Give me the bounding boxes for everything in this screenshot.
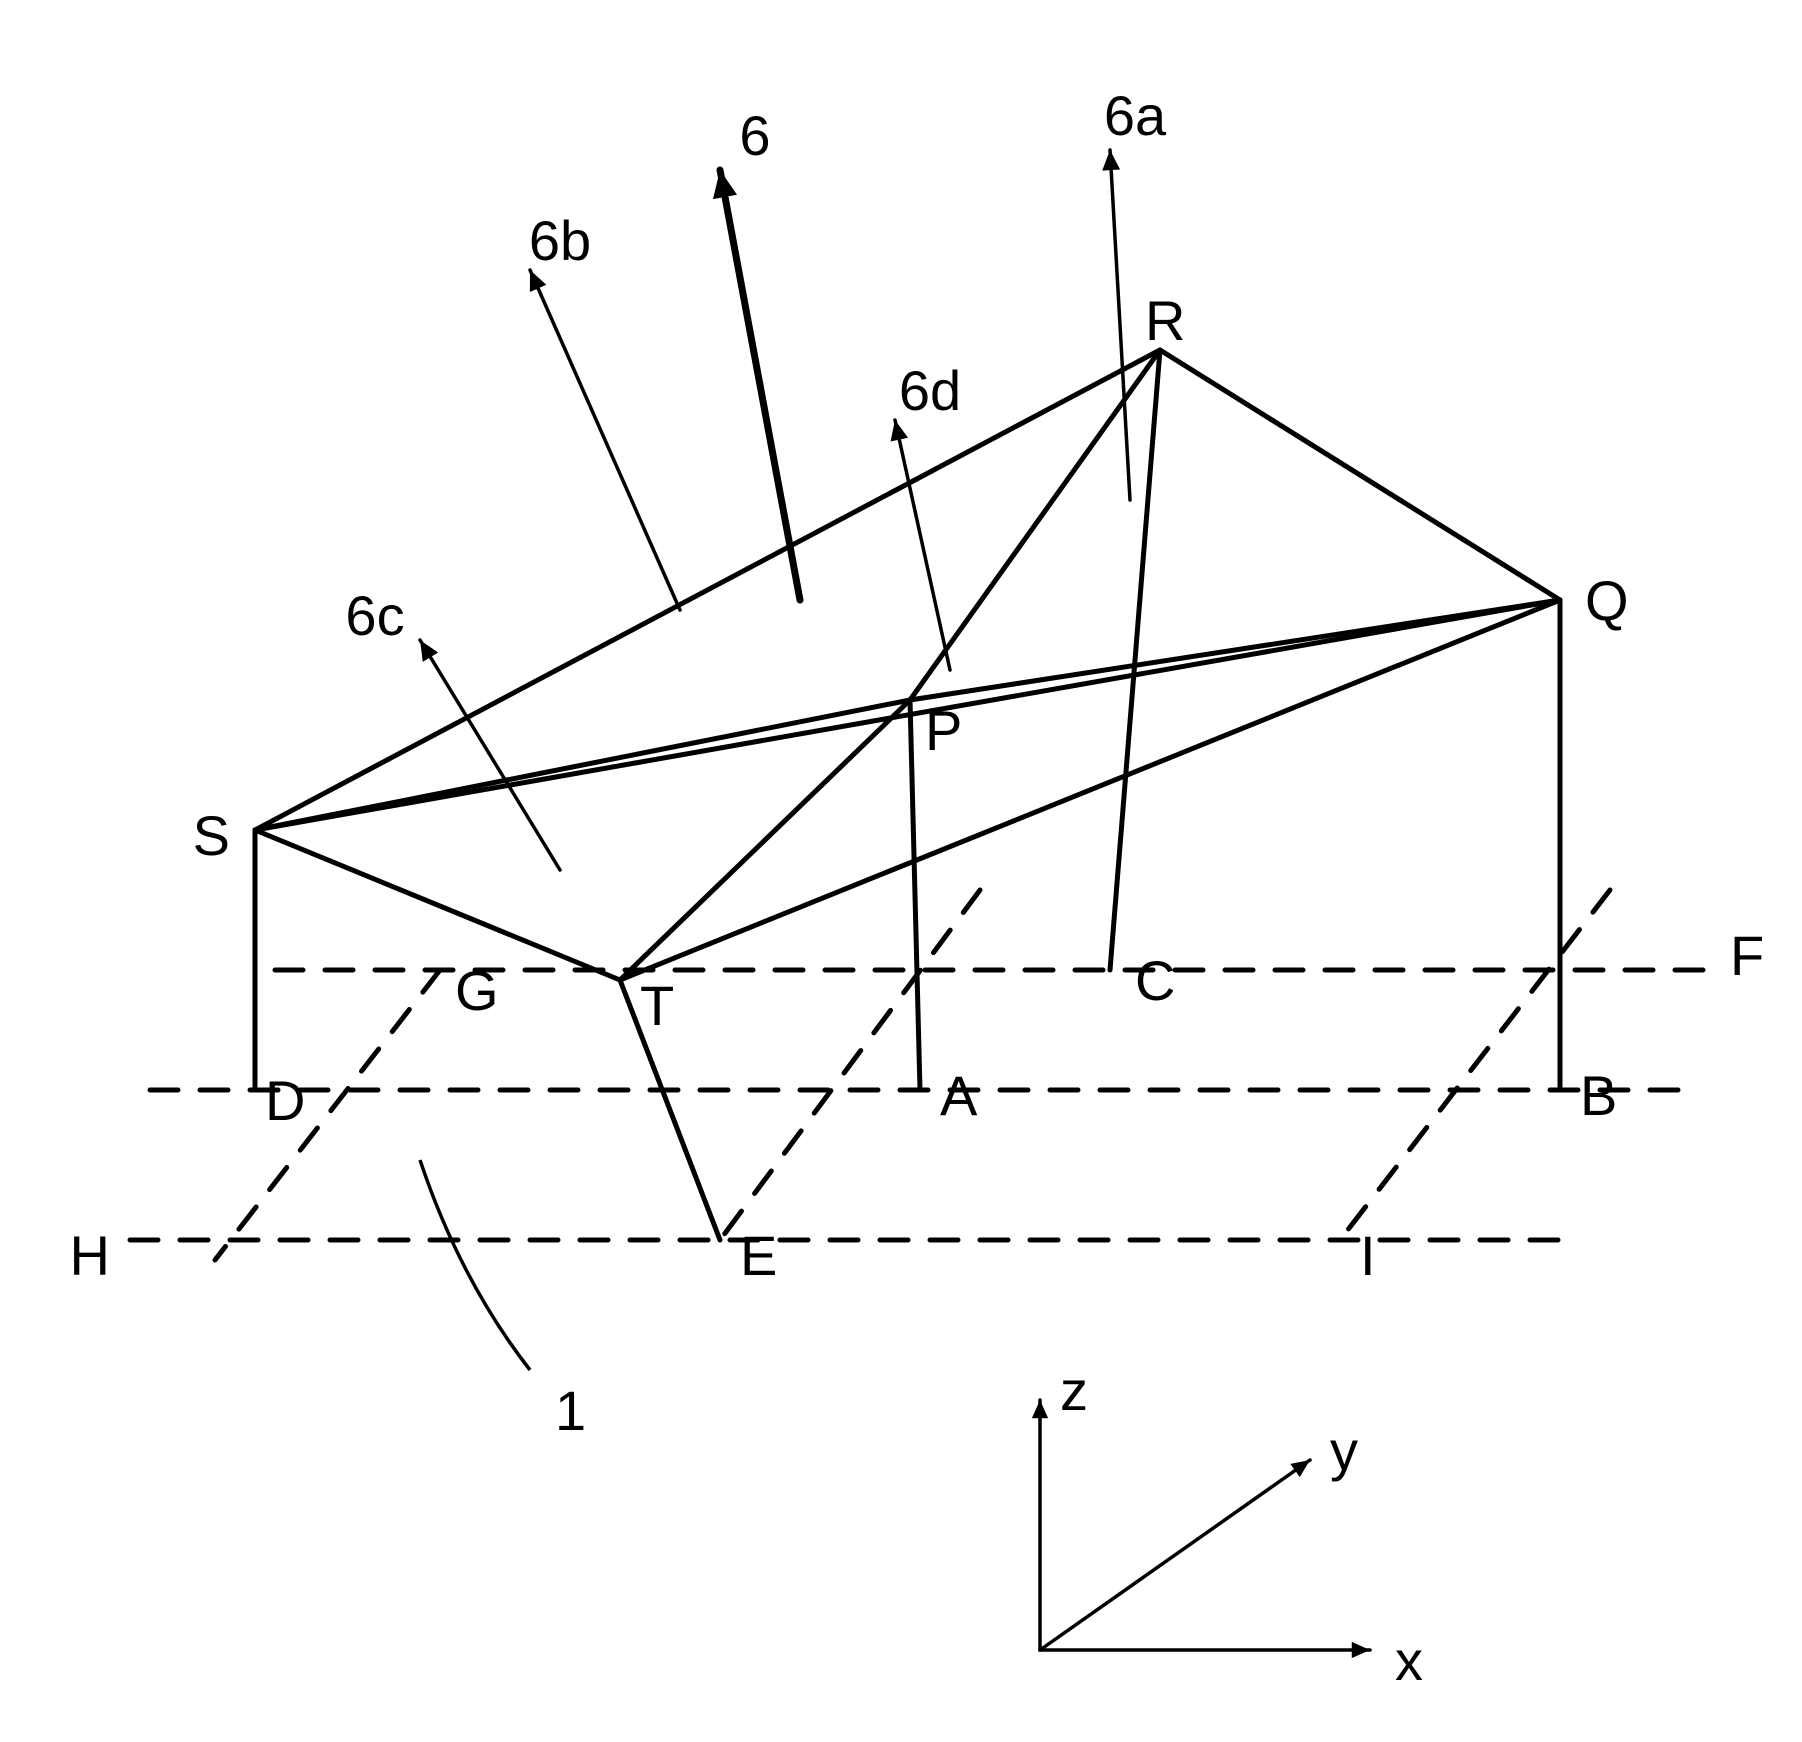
edge-R-C	[1110, 350, 1160, 970]
arrow-6-shaft	[720, 170, 800, 600]
arrow-6b-shaft	[530, 270, 680, 610]
label-n6c: 6c	[345, 584, 404, 647]
label-T: T	[640, 974, 674, 1037]
label-G: G	[455, 959, 499, 1022]
arrow-6d-shaft	[895, 420, 950, 670]
axis-y-shaft	[1040, 1460, 1310, 1650]
label-H: H	[70, 1224, 110, 1287]
edge-S-Q	[255, 600, 1560, 830]
arrow-6-head	[713, 170, 737, 199]
label-P: P	[925, 699, 962, 762]
label-B: B	[1580, 1064, 1617, 1127]
axis-y-head	[1290, 1460, 1310, 1477]
label-I: I	[1360, 1224, 1376, 1287]
grid-line	[215, 970, 440, 1260]
label-n6: 6	[739, 104, 770, 167]
label-n6b: 6b	[529, 209, 591, 272]
label-F: F	[1730, 924, 1764, 987]
label-C: C	[1135, 949, 1175, 1012]
label-n6d: 6d	[899, 359, 961, 422]
axis-z-head	[1032, 1400, 1048, 1418]
edge-P-A	[910, 700, 920, 1090]
label-ax: x	[1395, 1629, 1423, 1692]
label-S: S	[193, 804, 230, 867]
arrow-6c-shaft	[420, 640, 560, 870]
leader-1	[420, 1160, 530, 1370]
label-Q: Q	[1585, 569, 1629, 632]
arrow-6a-shaft	[1110, 150, 1130, 500]
axis-x-head	[1352, 1642, 1370, 1658]
edge-T-Q	[620, 600, 1560, 980]
edge-Q-R	[1160, 350, 1560, 600]
label-D: D	[265, 1069, 305, 1132]
label-E: E	[740, 1224, 777, 1287]
arrow-6d-head	[891, 420, 909, 442]
arrow-6a-head	[1102, 150, 1120, 171]
arrow-6c-head	[420, 640, 438, 662]
label-R: R	[1145, 289, 1185, 352]
edge-S-T	[255, 830, 620, 980]
label-n6a: 6a	[1104, 84, 1167, 147]
label-ay: y	[1330, 1419, 1358, 1482]
label-n1: 1	[555, 1379, 586, 1442]
label-az: z	[1060, 1359, 1088, 1422]
grid-line	[1340, 890, 1610, 1240]
label-A: A	[940, 1064, 978, 1127]
